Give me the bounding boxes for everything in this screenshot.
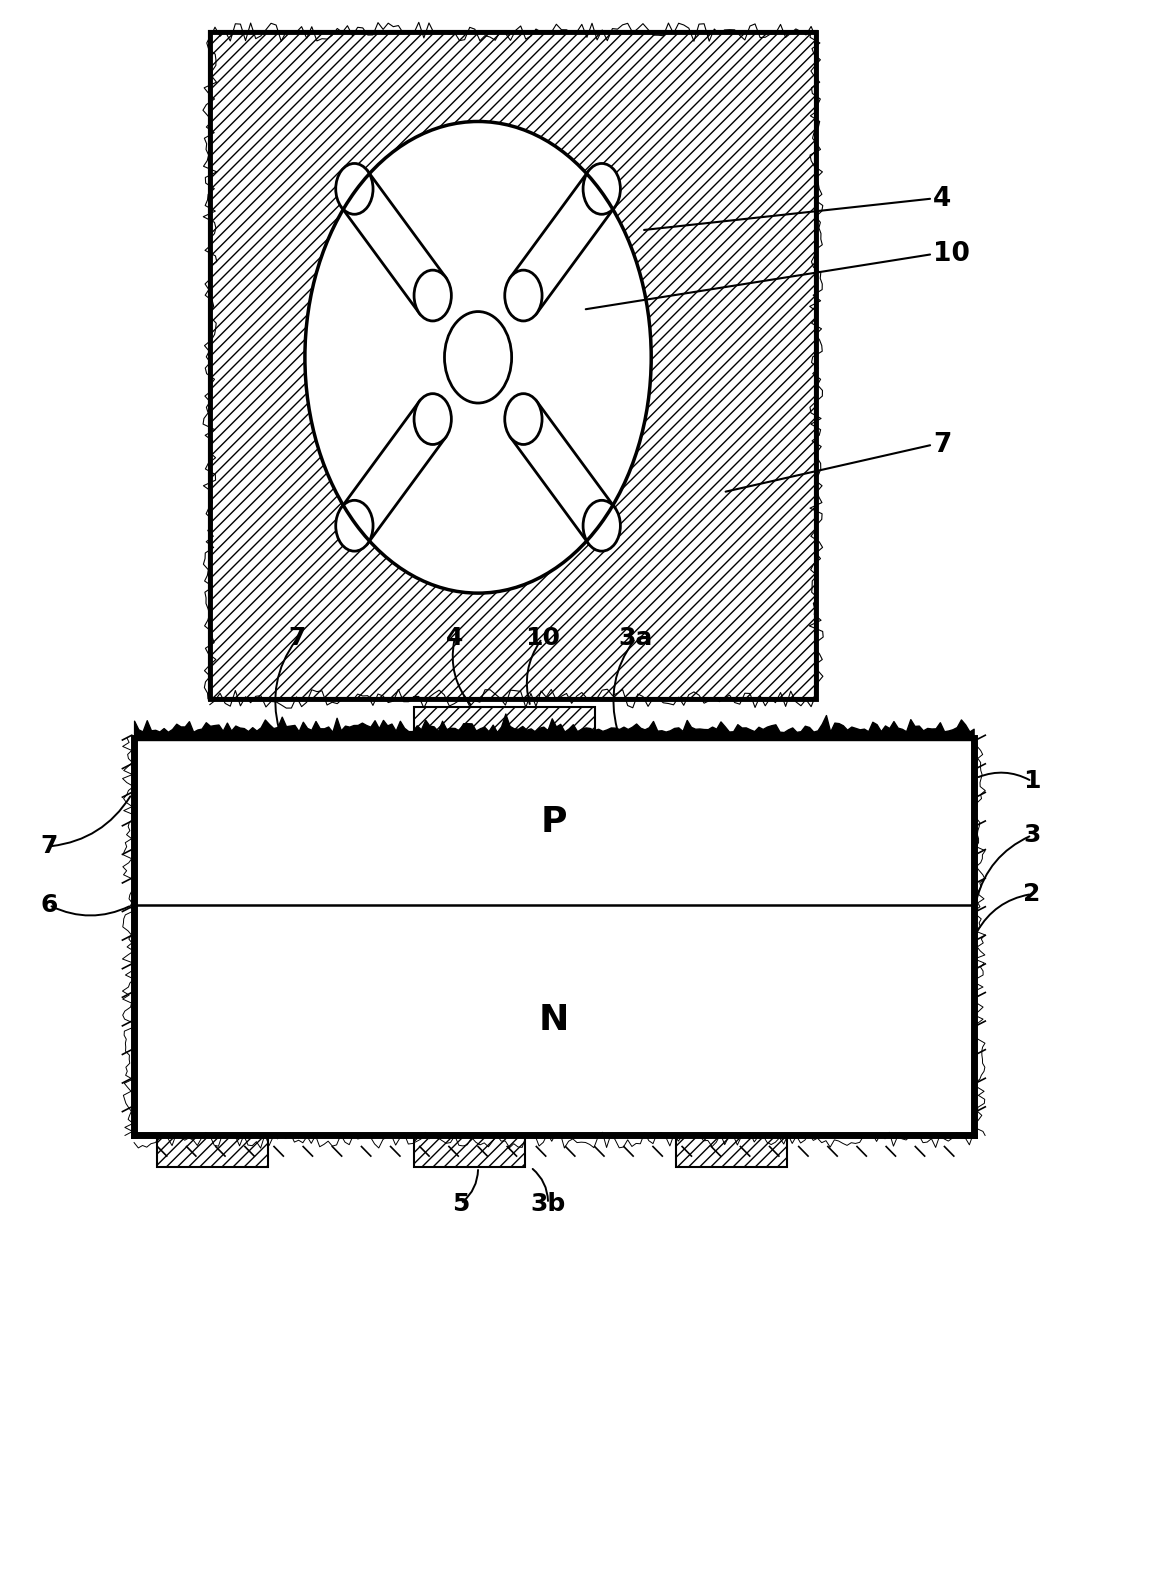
Text: 10: 10: [933, 241, 970, 267]
Text: 1: 1: [1023, 769, 1041, 794]
Text: 2: 2: [1024, 881, 1040, 907]
Text: 10: 10: [525, 626, 560, 651]
Text: 5: 5: [452, 1191, 469, 1216]
Polygon shape: [511, 172, 614, 313]
Text: N: N: [539, 1004, 569, 1037]
Text: 3: 3: [1024, 823, 1040, 848]
Bar: [414, 1135, 525, 1167]
Bar: [157, 1135, 268, 1167]
Ellipse shape: [336, 164, 373, 214]
Circle shape: [444, 311, 512, 403]
Ellipse shape: [583, 164, 620, 214]
Bar: [210, 32, 816, 699]
Text: 7: 7: [933, 432, 951, 457]
Polygon shape: [342, 402, 445, 543]
Ellipse shape: [583, 500, 620, 551]
Ellipse shape: [414, 270, 451, 321]
Ellipse shape: [505, 270, 542, 321]
Bar: [134, 738, 974, 1135]
Bar: [676, 1135, 787, 1167]
Text: 6: 6: [41, 892, 57, 918]
Polygon shape: [342, 172, 445, 313]
Bar: [414, 707, 595, 738]
Ellipse shape: [414, 394, 451, 445]
Bar: [210, 32, 816, 699]
Text: P: P: [541, 805, 567, 838]
Ellipse shape: [304, 122, 651, 592]
Ellipse shape: [336, 500, 373, 551]
Text: 4: 4: [447, 626, 463, 651]
Polygon shape: [511, 402, 614, 543]
Ellipse shape: [505, 394, 542, 445]
Text: 3a: 3a: [618, 626, 653, 651]
Text: 7: 7: [289, 626, 305, 651]
Text: 7: 7: [41, 834, 57, 859]
Text: 3b: 3b: [531, 1191, 566, 1216]
Text: 4: 4: [933, 186, 951, 211]
